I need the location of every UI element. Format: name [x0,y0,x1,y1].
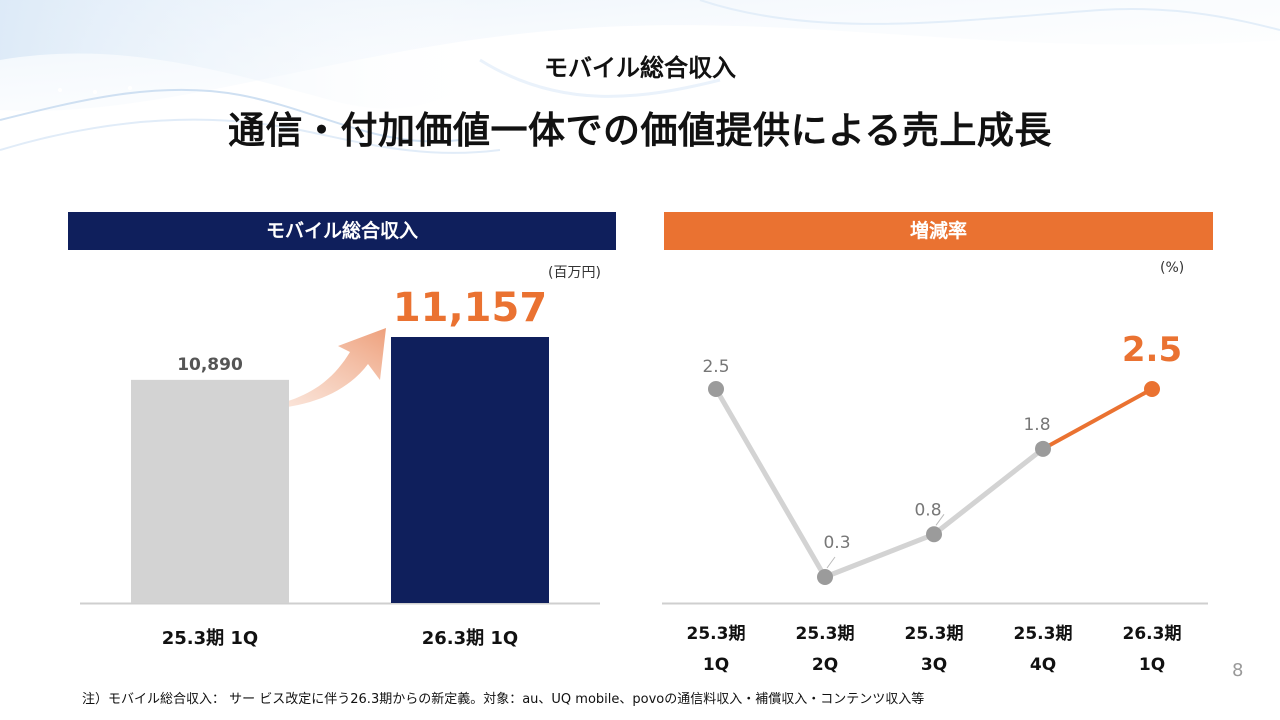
bar-2 [391,337,549,603]
bar-category-label: 26.3期 1Q [422,628,519,649]
growth-arrow [243,328,386,410]
bar-value-label: 11,157 [393,285,547,331]
line-chart-unit: (%) [1160,260,1185,276]
category-label-period: 25.3期 [1014,624,1073,644]
charts-canvas: 10,890 25.3期 1Q 11,157 26.3期 1Q 2.5 25.3期 1Q 0… [80,285,1208,675]
background-waves [0,0,1280,154]
category-label-quarter: 2Q [812,655,838,675]
data-point [817,569,833,585]
label-leader [935,513,945,526]
category-label-period: 25.3期 [796,624,855,644]
footnote: 注）モバイル総合収入： サー ビス改定に伴う26.3期からの新定義。対象：au、… [82,692,925,707]
bar-value-label: 10,890 [177,355,243,375]
bar-category-label: 25.3期 1Q [162,628,259,649]
data-label: 1.8 [1023,415,1050,435]
category-label-period: 26.3期 [1123,624,1182,644]
category-label-period: 25.3期 [905,624,964,644]
data-label: 2.5 [702,357,729,377]
data-label: 0.3 [823,533,850,553]
data-label: 0.8 [914,500,941,520]
page-number: 8 [1232,660,1244,681]
section-subtitle: モバイル総合収入 [544,54,736,82]
data-label: 2.5 [1122,330,1182,370]
category-label-period: 25.3期 [687,624,746,644]
series-line [713,387,1045,580]
data-point [926,526,942,543]
category-label-quarter: 3Q [921,655,947,675]
data-point [1144,381,1160,397]
series-line-highlight [1042,387,1153,451]
label-leader [826,556,836,569]
line-chart-header: 増減率 [664,212,1213,250]
category-label-quarter: 4Q [1030,655,1056,675]
bar-chart-header: モバイル総合収入 [68,212,616,250]
category-label-quarter: 1Q [1139,655,1165,675]
data-point [1035,440,1051,457]
data-point [708,381,724,397]
bar-chart: 10,890 25.3期 1Q 11,157 26.3期 1Q [80,285,600,649]
bar-1 [131,379,289,603]
page-title: 通信・付加価値一体での価値提供による売上成長 [228,109,1052,152]
line-chart: 2.5 25.3期 1Q 0.3 25.3期 2Q 0.8 25.3期 3Q 1.8 25.3期 4Q… [662,330,1208,675]
category-label-quarter: 1Q [703,655,729,675]
bar-chart-unit: (百万円) [548,265,601,281]
